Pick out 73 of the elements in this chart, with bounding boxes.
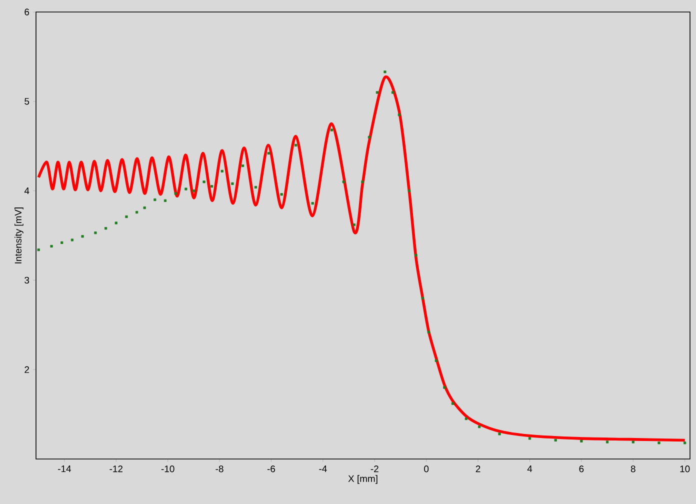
point <box>342 180 345 184</box>
point <box>443 386 446 389</box>
y-tick-label: 6 <box>24 8 30 16</box>
point <box>361 180 364 184</box>
point <box>658 442 660 444</box>
point <box>184 188 188 190</box>
point <box>632 440 634 444</box>
x-tick-label: -6 <box>267 466 276 472</box>
x-tick-label: 6 <box>579 466 584 472</box>
point <box>37 248 40 252</box>
point <box>50 244 53 248</box>
x-tick-label: -4 <box>319 466 327 472</box>
point <box>330 128 334 132</box>
point <box>254 186 258 189</box>
point <box>391 91 394 94</box>
point <box>114 222 118 224</box>
point <box>498 432 501 436</box>
point <box>606 440 609 444</box>
point <box>580 440 583 442</box>
point <box>231 182 234 185</box>
point <box>220 170 224 172</box>
point <box>202 180 206 184</box>
point <box>427 330 430 334</box>
point <box>294 144 298 146</box>
point <box>384 70 386 74</box>
point <box>478 426 481 428</box>
point <box>280 193 283 196</box>
y-tick-label: 2 <box>24 366 30 373</box>
point <box>684 442 686 444</box>
x-tick-label: 4 <box>527 466 532 472</box>
line-series <box>37 76 686 442</box>
point <box>376 91 379 94</box>
x-tick-label: 0 <box>424 466 429 472</box>
y-tick-label: 5 <box>24 98 30 105</box>
point <box>143 206 146 210</box>
point <box>434 359 438 362</box>
point <box>352 223 356 226</box>
point <box>70 238 74 242</box>
x-tick-label: -12 <box>110 466 123 472</box>
point <box>81 235 84 238</box>
point <box>174 192 177 195</box>
point <box>94 232 97 234</box>
x-tick-label: 2 <box>476 466 480 472</box>
point <box>528 437 532 440</box>
x-tick-label: 8 <box>630 466 636 472</box>
point <box>451 402 454 405</box>
x-axis-title: X [mm] <box>348 475 378 484</box>
y-tick-label: 3 <box>24 276 30 284</box>
point <box>311 202 314 205</box>
point <box>154 198 156 202</box>
point <box>60 241 64 244</box>
x-tick-label: -10 <box>161 466 174 472</box>
point <box>125 215 128 218</box>
point <box>368 136 371 138</box>
point <box>164 199 167 202</box>
point <box>136 210 138 214</box>
point <box>421 296 424 300</box>
point <box>398 114 400 116</box>
point <box>267 152 270 155</box>
point <box>192 190 195 192</box>
point <box>554 438 557 442</box>
point <box>104 227 108 230</box>
point <box>210 185 214 188</box>
point <box>242 164 244 168</box>
x-tick-label: 10 <box>680 466 690 472</box>
y-axis-title: Intensity [mV] <box>14 208 24 264</box>
x-tick-label: -14 <box>58 466 71 472</box>
point <box>414 254 418 256</box>
point <box>408 190 411 192</box>
x-tick-label: -8 <box>216 466 224 472</box>
y-tick-label: 4 <box>24 188 30 194</box>
point <box>464 417 468 420</box>
x-tick-label: -2 <box>370 466 378 472</box>
